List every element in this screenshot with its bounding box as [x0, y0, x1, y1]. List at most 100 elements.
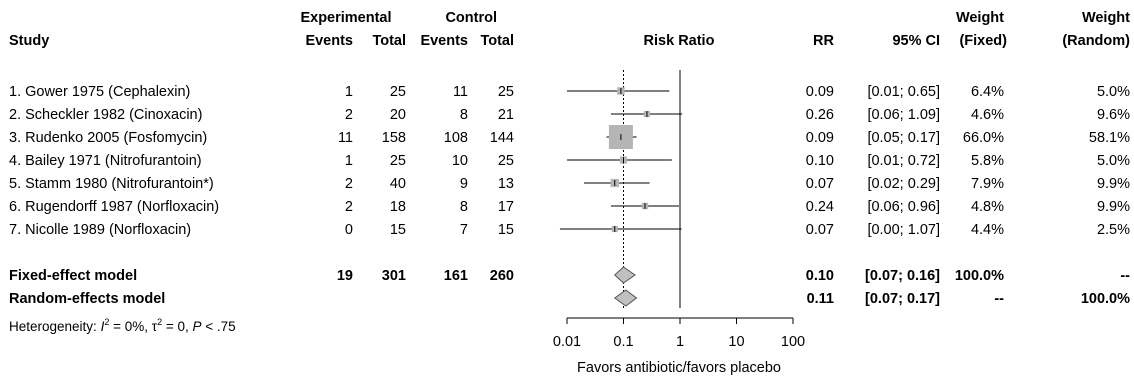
study-ci-text: [0.06; 1.09] — [867, 107, 940, 123]
summary-rr-text: 0.11 — [807, 291, 834, 307]
study-wr-text: 9.9% — [1097, 176, 1130, 192]
study-wf-text: 5.8% — [971, 153, 1004, 169]
header-weight-random-2: (Random) — [1062, 33, 1130, 49]
summary-ci-text: [0.07; 0.16] — [865, 268, 940, 284]
header-weight-fixed-2: (Fixed) — [959, 33, 1007, 49]
study-wr-text: 9.9% — [1097, 199, 1130, 215]
summary-diamond — [613, 289, 638, 307]
study-rr-text: 0.26 — [806, 107, 834, 123]
study-name: 5. Stamm 1980 (Nitrofurantoin*) — [9, 176, 214, 192]
study-wf-text: 6.4% — [971, 84, 1004, 100]
study-wf-text: 4.4% — [971, 222, 1004, 238]
header-ctrl-total: Total — [480, 33, 514, 49]
study-ctrl-events: 7 — [460, 222, 468, 238]
summary-wr-text: -- — [1120, 268, 1130, 284]
study-rr-text: 0.09 — [806, 84, 834, 100]
study-rr-text: 0.10 — [806, 153, 834, 169]
study-exp-total: 25 — [390, 153, 406, 169]
study-exp-events: 1 — [345, 84, 353, 100]
study-ci-text: [0.05; 0.17] — [867, 130, 940, 146]
summary-wr-text: 100.0% — [1081, 291, 1130, 307]
x-tick-label: 1 — [676, 334, 684, 350]
study-name: 6. Rugendorff 1987 (Norfloxacin) — [9, 199, 219, 215]
study-ctrl-events: 8 — [460, 107, 468, 123]
study-ctrl-events: 10 — [452, 153, 468, 169]
study-ctrl-total: 21 — [498, 107, 514, 123]
study-ci-text: [0.00; 1.07] — [867, 222, 940, 238]
study-ctrl-events: 9 — [460, 176, 468, 192]
study-exp-total: 20 — [390, 107, 406, 123]
study-exp-events: 1 — [345, 153, 353, 169]
study-wr-text: 58.1% — [1089, 130, 1130, 146]
study-exp-total: 18 — [390, 199, 406, 215]
header-weight-random-1: Weight — [1082, 10, 1130, 26]
study-exp-events: 2 — [345, 199, 353, 215]
study-wr-text: 2.5% — [1097, 222, 1130, 238]
x-tick-label: 100 — [781, 334, 805, 350]
study-rr-text: 0.07 — [806, 176, 834, 192]
study-wf-text: 66.0% — [963, 130, 1004, 146]
study-name: 1. Gower 1975 (Cephalexin) — [9, 84, 190, 100]
study-ctrl-total: 144 — [490, 130, 514, 146]
study-exp-total: 158 — [382, 130, 406, 146]
study-name: 7. Nicolle 1989 (Norfloxacin) — [9, 222, 191, 238]
study-ci-text: [0.01; 0.72] — [867, 153, 940, 169]
summary-ci-text: [0.07; 0.17] — [865, 291, 940, 307]
study-rr-text: 0.07 — [806, 222, 834, 238]
study-ci-text: [0.01; 0.65] — [867, 84, 940, 100]
study-exp-events: 2 — [345, 176, 353, 192]
study-exp-total: 40 — [390, 176, 406, 192]
x-tick-label: 0.1 — [613, 334, 633, 350]
study-wf-text: 4.8% — [971, 199, 1004, 215]
study-ctrl-events: 8 — [460, 199, 468, 215]
study-exp-total: 25 — [390, 84, 406, 100]
summary-exp-events: 19 — [337, 268, 353, 284]
header-ci: 95% CI — [892, 33, 940, 49]
summary-rr-text: 0.10 — [806, 268, 834, 284]
plot-marks: 0.01 0.1 1 10 100 — [553, 70, 805, 350]
heterogeneity-text: Heterogeneity: I2 = 0%, τ2 = 0, P < .75 — [9, 317, 236, 334]
study-wr-text: 5.0% — [1097, 153, 1130, 169]
summary-diamond — [614, 266, 636, 284]
study-wf-text: 4.6% — [971, 107, 1004, 123]
study-ci-text: [0.06; 0.96] — [867, 199, 940, 215]
x-tick-label: 10 — [728, 334, 744, 350]
study-ctrl-total: 13 — [498, 176, 514, 192]
x-tick-label: 0.01 — [553, 334, 581, 350]
header-study: Study — [9, 33, 49, 49]
header-exp-total: Total — [372, 33, 406, 49]
study-ctrl-total: 17 — [498, 199, 514, 215]
header-weight-fixed-1: Weight — [956, 10, 1004, 26]
study-exp-events: 11 — [338, 130, 353, 146]
study-exp-events: 0 — [345, 222, 353, 238]
header-rr: RR — [813, 33, 834, 49]
summary-wf-text: 100.0% — [955, 268, 1004, 284]
summary-name: Random-effects model — [9, 291, 165, 307]
study-wr-text: 5.0% — [1097, 84, 1130, 100]
summary-name: Fixed-effect model — [9, 268, 137, 284]
study-ci-text: [0.02; 0.29] — [867, 176, 940, 192]
header-experimental: Experimental — [300, 10, 391, 26]
summary-ctrl-events: 161 — [444, 268, 468, 284]
study-ctrl-total: 15 — [498, 222, 514, 238]
study-ctrl-total: 25 — [498, 84, 514, 100]
study-rr-text: 0.09 — [806, 130, 834, 146]
study-exp-total: 15 — [390, 222, 406, 238]
study-exp-events: 2 — [345, 107, 353, 123]
study-ctrl-events: 11 — [453, 84, 468, 100]
study-name: 3. Rudenko 2005 (Fosfomycin) — [9, 130, 207, 146]
x-axis-label: Favors antibiotic/favors placebo — [577, 360, 781, 376]
study-name: 4. Bailey 1971 (Nitrofurantoin) — [9, 153, 202, 169]
summary-wf-text: -- — [994, 291, 1004, 307]
study-rows: 1. Gower 1975 (Cephalexin) 1 25 11 25 0.09 [0.… — [9, 84, 1130, 307]
header-control: Control — [445, 10, 497, 26]
summary-ctrl-total: 260 — [490, 268, 514, 284]
study-wr-text: 9.6% — [1097, 107, 1130, 123]
study-ctrl-events: 108 — [444, 130, 468, 146]
study-ctrl-total: 25 — [498, 153, 514, 169]
study-wf-text: 7.9% — [971, 176, 1004, 192]
header-risk-ratio: Risk Ratio — [644, 33, 715, 49]
study-rr-text: 0.24 — [806, 199, 834, 215]
header-ctrl-events: Events — [420, 33, 468, 49]
